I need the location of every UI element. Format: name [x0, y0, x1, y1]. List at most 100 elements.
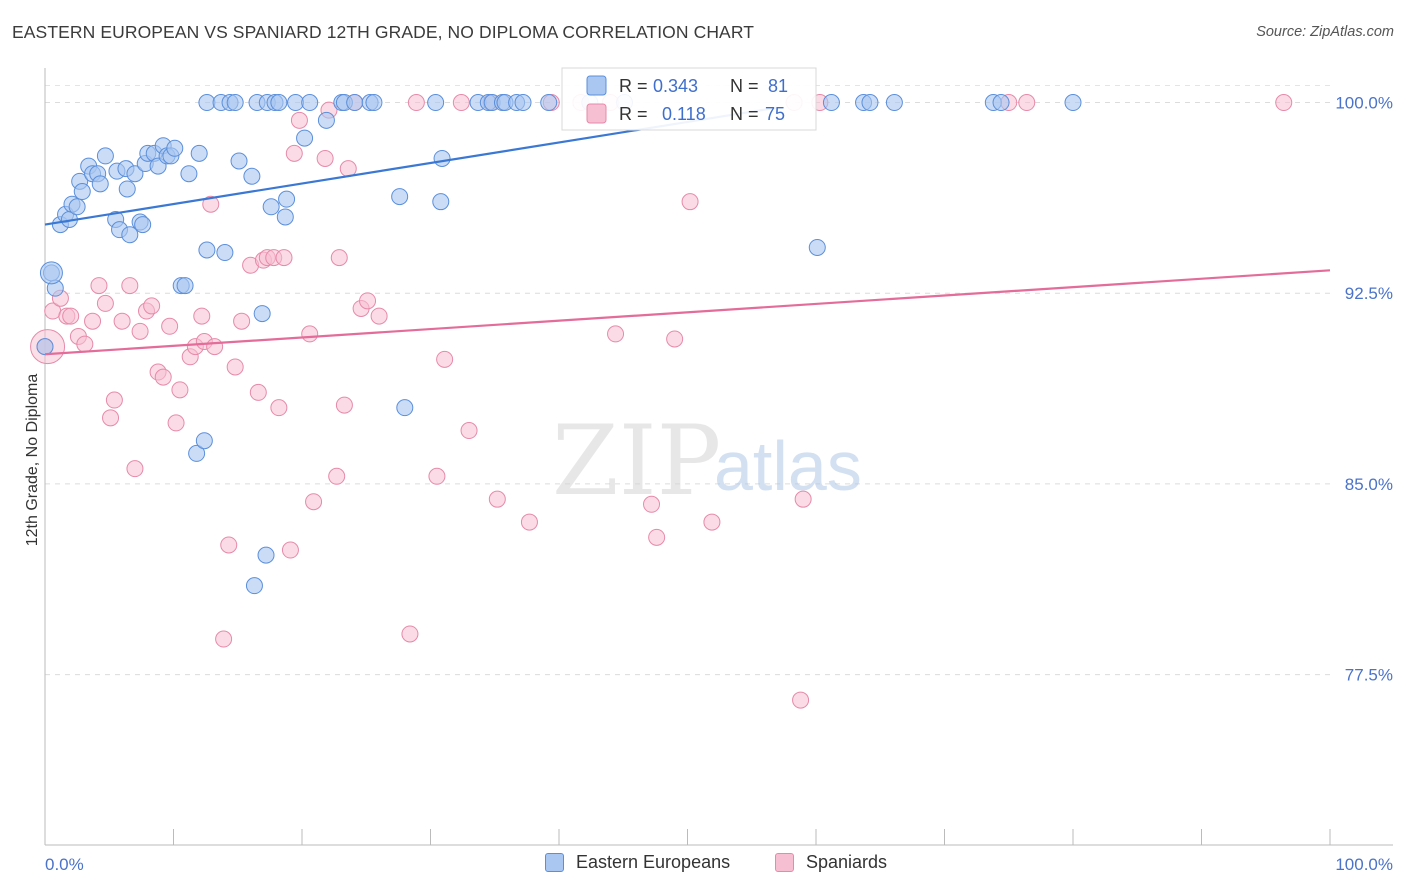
series-spaniards — [30, 94, 1293, 709]
data-point-eastern-europeans — [91, 175, 109, 193]
data-point-eastern-europeans — [346, 94, 364, 112]
legend-label: Eastern Europeans — [576, 852, 731, 872]
data-point-spaniards — [330, 249, 348, 267]
data-point-spaniards — [220, 536, 238, 554]
data-point-spaniards — [206, 338, 224, 356]
data-point-eastern-europeans — [166, 139, 184, 157]
data-point-spaniards — [270, 399, 288, 417]
data-point-spaniards — [143, 297, 161, 315]
data-point-spaniards — [681, 193, 699, 211]
data-point-eastern-europeans — [301, 94, 319, 112]
data-point-spaniards — [643, 495, 661, 513]
x-tick-label: 100.0% — [1335, 855, 1393, 874]
data-point-eastern-europeans — [885, 94, 903, 112]
legend-r-value: 0.343 — [653, 76, 698, 96]
data-point-spaniards — [370, 307, 388, 325]
data-point-spaniards — [792, 691, 810, 709]
data-point-spaniards — [703, 513, 721, 531]
data-point-eastern-europeans — [262, 198, 280, 216]
data-point-eastern-europeans — [230, 152, 248, 170]
data-point-eastern-europeans — [121, 226, 139, 244]
data-point-eastern-europeans — [427, 94, 445, 112]
legend-item-eastern-europeans: Eastern Europeans — [545, 852, 730, 873]
data-point-eastern-europeans — [176, 277, 194, 295]
data-point-eastern-europeans — [861, 94, 879, 112]
gridlines — [45, 85, 1330, 676]
x-tick-label: 0.0% — [45, 855, 84, 874]
data-point-spaniards — [131, 322, 149, 340]
data-point-eastern-europeans — [253, 305, 271, 323]
data-point-spaniards — [154, 368, 172, 386]
legend-top: R = 0.343 N = 81 R = 0.118 N = 75 — [561, 67, 817, 131]
data-point-eastern-europeans — [317, 111, 335, 129]
data-point-eastern-europeans — [992, 94, 1010, 112]
data-point-eastern-europeans — [96, 147, 114, 165]
legend-label: Spaniards — [806, 852, 888, 872]
data-point-spaniards — [161, 317, 179, 335]
data-point-spaniards — [126, 460, 144, 478]
data-point-eastern-europeans — [226, 94, 244, 112]
data-point-eastern-europeans — [126, 165, 144, 183]
data-point-spaniards — [275, 249, 293, 267]
data-point-spaniards — [328, 467, 346, 485]
legend-n-label: N = — [730, 104, 759, 124]
data-point-spaniards — [90, 277, 108, 295]
legend-swatch-pink — [775, 853, 794, 872]
watermark: ZIP atlas — [552, 405, 862, 517]
data-point-spaniards — [316, 149, 334, 167]
data-point-eastern-europeans — [245, 577, 263, 595]
data-point-eastern-europeans — [514, 94, 532, 112]
data-point-eastern-europeans — [180, 165, 198, 183]
data-point-eastern-europeans — [365, 94, 383, 112]
data-point-spaniards — [794, 490, 812, 508]
data-point-eastern-europeans — [243, 167, 261, 185]
data-point-spaniards — [1275, 94, 1293, 112]
data-point-spaniards — [301, 325, 319, 343]
data-point-spaniards — [407, 94, 425, 112]
data-point-spaniards — [76, 335, 94, 353]
y-tick-label: 77.5% — [1345, 666, 1393, 685]
data-point-eastern-europeans — [195, 432, 213, 450]
data-point-spaniards — [359, 292, 377, 310]
data-point-eastern-europeans — [276, 208, 294, 226]
data-point-eastern-europeans — [68, 198, 86, 216]
data-point-spaniards — [121, 277, 139, 295]
data-point-eastern-europeans — [257, 546, 275, 564]
legend-r-label: R = — [619, 104, 648, 124]
y-tick-label: 92.5% — [1345, 284, 1393, 303]
data-point-eastern-europeans — [198, 241, 216, 259]
data-point-spaniards — [305, 493, 323, 511]
data-point-eastern-europeans — [540, 94, 558, 112]
data-point-eastern-europeans — [1064, 94, 1082, 112]
data-point-spaniards — [96, 294, 114, 312]
data-point-eastern-europeans — [287, 94, 305, 112]
data-point-spaniards — [102, 409, 120, 427]
data-point-eastern-europeans — [190, 144, 208, 162]
data-point-spaniards — [452, 94, 470, 112]
data-point-spaniards — [193, 307, 211, 325]
data-point-eastern-europeans — [73, 183, 91, 201]
legend-n-label: N = — [730, 76, 759, 96]
data-point-spaniards — [428, 467, 446, 485]
legend-swatch-pink — [586, 103, 607, 124]
data-point-spaniards — [62, 307, 80, 325]
data-point-eastern-europeans — [270, 94, 288, 112]
data-point-spaniards — [648, 528, 666, 546]
data-point-eastern-europeans — [216, 244, 234, 262]
data-point-eastern-europeans — [198, 94, 216, 112]
data-point-eastern-europeans — [39, 261, 63, 285]
data-point-eastern-europeans — [391, 188, 409, 206]
data-point-eastern-europeans — [188, 444, 206, 462]
data-point-eastern-europeans — [296, 129, 314, 147]
legend-r-label: R = — [619, 76, 648, 96]
legend-n-value: 81 — [768, 76, 788, 96]
data-point-spaniards — [666, 330, 684, 348]
y-tick-label: 100.0% — [1335, 94, 1393, 113]
data-point-spaniards — [113, 312, 131, 330]
data-point-eastern-europeans — [36, 338, 54, 356]
data-point-spaniards — [249, 383, 267, 401]
data-point-eastern-europeans — [808, 238, 826, 256]
data-point-spaniards — [226, 358, 244, 376]
data-point-spaniards — [233, 312, 251, 330]
data-point-spaniards — [105, 391, 123, 409]
